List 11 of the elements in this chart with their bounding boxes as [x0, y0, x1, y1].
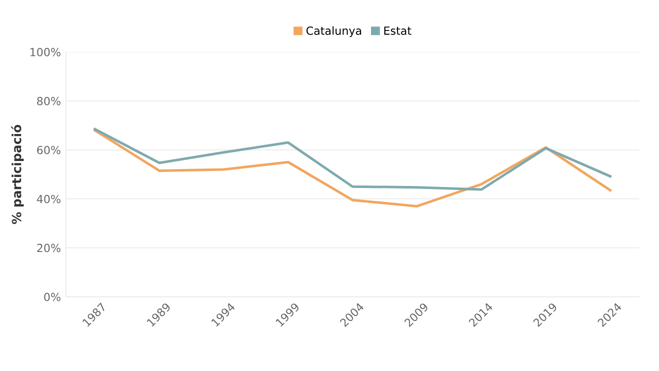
- y-tick-label: 100%: [30, 48, 60, 56]
- y-tick-label: 40%: [36, 194, 60, 204]
- legend-label: Estat: [384, 26, 412, 35]
- y-tick-label: 80%: [37, 96, 60, 106]
- legend-label: Catalunya: [306, 26, 362, 38]
- y-axis-title: % participació: [11, 124, 24, 224]
- y-tick-label: 60%: [37, 146, 60, 154]
- y-tick-label: 20%: [37, 244, 60, 252]
- y-tick-label: 0%: [44, 292, 60, 302]
- line-series: [94, 128, 612, 191]
- line-series: [94, 129, 612, 208]
